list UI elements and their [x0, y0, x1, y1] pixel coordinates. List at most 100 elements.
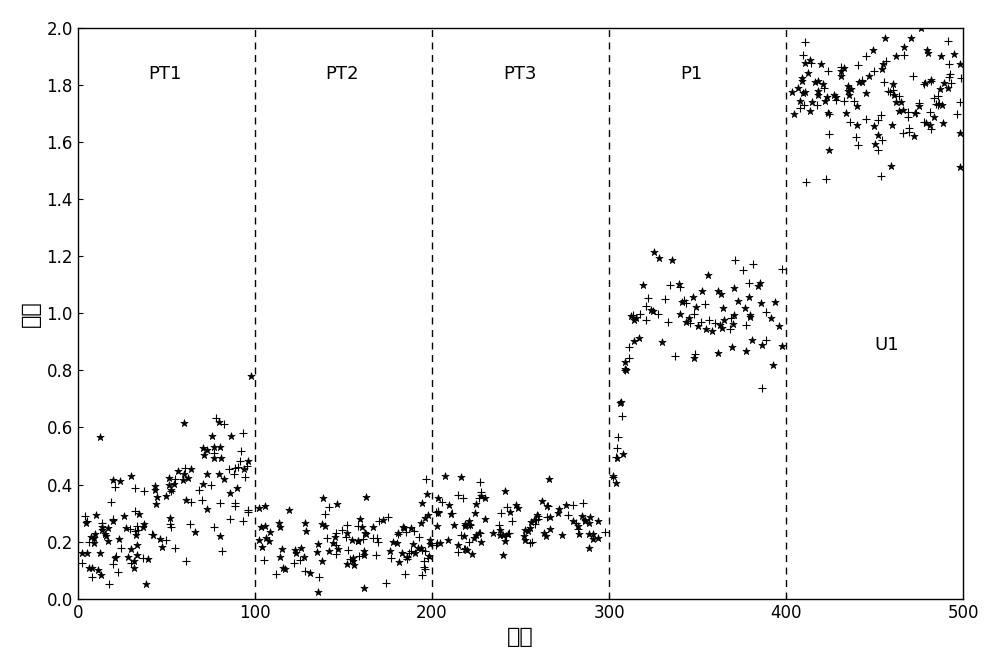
- Point: [227, 497, 243, 508]
- Point: [621, 353, 637, 363]
- Point: [581, 518, 597, 528]
- Point: [467, 508, 483, 518]
- Point: [693, 317, 709, 327]
- Point: [952, 128, 968, 139]
- Point: [690, 321, 706, 331]
- Point: [628, 313, 644, 323]
- Point: [344, 535, 360, 546]
- Point: [821, 128, 837, 139]
- Point: [820, 65, 836, 76]
- Point: [380, 512, 396, 522]
- Point: [612, 398, 628, 409]
- Point: [462, 520, 478, 530]
- Point: [194, 495, 210, 506]
- Point: [861, 71, 877, 81]
- Point: [443, 509, 459, 520]
- Point: [797, 36, 813, 47]
- Point: [621, 341, 637, 352]
- Point: [77, 510, 93, 521]
- Point: [163, 484, 179, 495]
- Point: [419, 489, 435, 500]
- Point: [369, 532, 385, 543]
- Point: [710, 348, 726, 359]
- Point: [163, 486, 179, 496]
- Point: [240, 504, 256, 515]
- Point: [473, 536, 489, 547]
- Point: [722, 324, 738, 335]
- Point: [473, 486, 489, 497]
- Point: [674, 297, 690, 307]
- Point: [842, 116, 858, 127]
- X-axis label: 样本: 样本: [507, 627, 534, 647]
- Point: [952, 161, 968, 172]
- Point: [113, 543, 129, 554]
- Point: [371, 516, 387, 526]
- Point: [84, 562, 100, 573]
- Point: [123, 558, 139, 568]
- Point: [701, 315, 717, 325]
- Point: [605, 470, 621, 481]
- Point: [325, 538, 341, 548]
- Point: [941, 71, 957, 82]
- Point: [127, 506, 143, 517]
- Point: [792, 96, 808, 106]
- Point: [235, 515, 251, 526]
- Point: [342, 554, 358, 564]
- Point: [949, 109, 965, 120]
- Point: [167, 543, 183, 554]
- Point: [568, 518, 584, 528]
- Point: [942, 69, 958, 79]
- Point: [136, 485, 152, 496]
- Point: [833, 62, 849, 73]
- Point: [730, 295, 746, 306]
- Point: [434, 497, 450, 508]
- Point: [414, 545, 430, 556]
- Point: [314, 556, 330, 566]
- Point: [529, 510, 545, 521]
- Point: [378, 578, 394, 589]
- Point: [713, 289, 729, 300]
- Point: [809, 100, 825, 111]
- Point: [818, 174, 834, 184]
- Point: [873, 110, 889, 120]
- Point: [195, 479, 211, 490]
- Point: [221, 464, 237, 474]
- Point: [199, 444, 215, 455]
- Point: [530, 510, 546, 521]
- Point: [906, 131, 922, 142]
- Point: [565, 516, 581, 526]
- Point: [253, 522, 269, 532]
- Point: [520, 526, 536, 536]
- Point: [356, 550, 372, 560]
- Point: [833, 71, 849, 81]
- Point: [274, 544, 290, 554]
- Point: [646, 246, 662, 257]
- Point: [724, 341, 740, 352]
- Point: [227, 463, 243, 474]
- Point: [499, 502, 515, 512]
- Point: [417, 545, 433, 556]
- Point: [368, 550, 384, 560]
- Point: [672, 281, 688, 292]
- Point: [704, 325, 720, 336]
- Point: [128, 530, 144, 540]
- Point: [399, 552, 415, 562]
- Point: [459, 544, 475, 555]
- Point: [222, 514, 238, 525]
- Point: [440, 534, 456, 545]
- Point: [430, 506, 446, 517]
- Point: [935, 118, 951, 128]
- Point: [464, 548, 480, 559]
- Point: [161, 473, 177, 484]
- Point: [707, 317, 723, 328]
- Point: [147, 480, 163, 491]
- Point: [840, 80, 856, 91]
- Point: [581, 543, 597, 554]
- Point: [526, 515, 542, 526]
- Point: [268, 568, 284, 579]
- Point: [817, 96, 833, 107]
- Point: [700, 269, 716, 280]
- Point: [737, 302, 753, 313]
- Point: [339, 520, 355, 530]
- Point: [493, 508, 509, 518]
